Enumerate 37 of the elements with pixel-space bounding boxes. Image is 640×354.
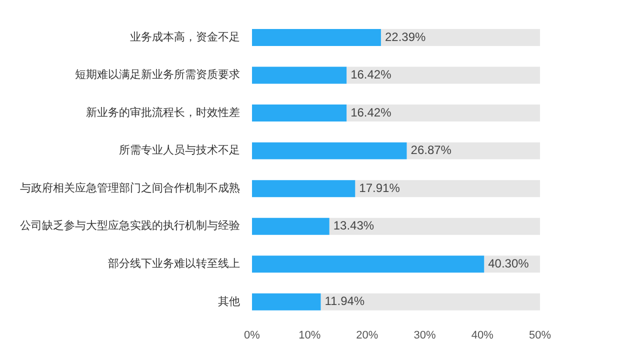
- y-tick-label: 其他: [218, 294, 240, 308]
- bar: [346, 104, 540, 122]
- bar: [329, 218, 540, 235]
- x-tick-label: 30%: [414, 329, 436, 342]
- bar: [252, 218, 330, 235]
- bar: [252, 104, 347, 122]
- x-tick-label: 0%: [244, 329, 260, 342]
- y-tick-label: 业务成本高，资金不足: [130, 30, 240, 44]
- y-tick-label: 所需专业人员与技术不足: [119, 144, 240, 157]
- x-tick-label: 20%: [356, 329, 378, 342]
- x-tick-label: 10%: [298, 329, 321, 342]
- bar: [252, 66, 347, 84]
- bar: [252, 293, 321, 310]
- x-tick-label: 40%: [471, 329, 494, 342]
- bar: [320, 293, 540, 310]
- data-label: 40.30%: [488, 256, 530, 270]
- y-tick-label: 与政府相关应急管理部门之间合作机制不成熟: [20, 181, 240, 194]
- bar: [252, 28, 381, 46]
- y-tick-label: 新业务的审批流程长，时效性差: [86, 106, 240, 119]
- data-label: 22.39%: [384, 30, 426, 44]
- bar: [252, 256, 484, 273]
- bar: [346, 66, 540, 84]
- data-label: 17.91%: [359, 180, 400, 195]
- bar: [355, 180, 540, 198]
- y-tick-label: 部分线下业务难以转至线上: [108, 256, 240, 270]
- bar: [380, 28, 540, 46]
- data-label: 16.42%: [350, 105, 392, 120]
- data-label: 26.87%: [410, 143, 452, 158]
- data-label: 11.94%: [324, 294, 365, 308]
- bar: [252, 180, 356, 198]
- y-tick-label: 短期难以满足新业务所需资质要求: [75, 68, 240, 82]
- bar: [406, 142, 540, 160]
- x-tick-label: 50%: [528, 329, 552, 342]
- bar: [252, 142, 407, 160]
- data-label: 13.43%: [333, 218, 374, 233]
- data-label: 16.42%: [350, 68, 392, 82]
- y-tick-label: 公司缺乏参与大型应急实践的执行机制与经验: [20, 219, 240, 232]
